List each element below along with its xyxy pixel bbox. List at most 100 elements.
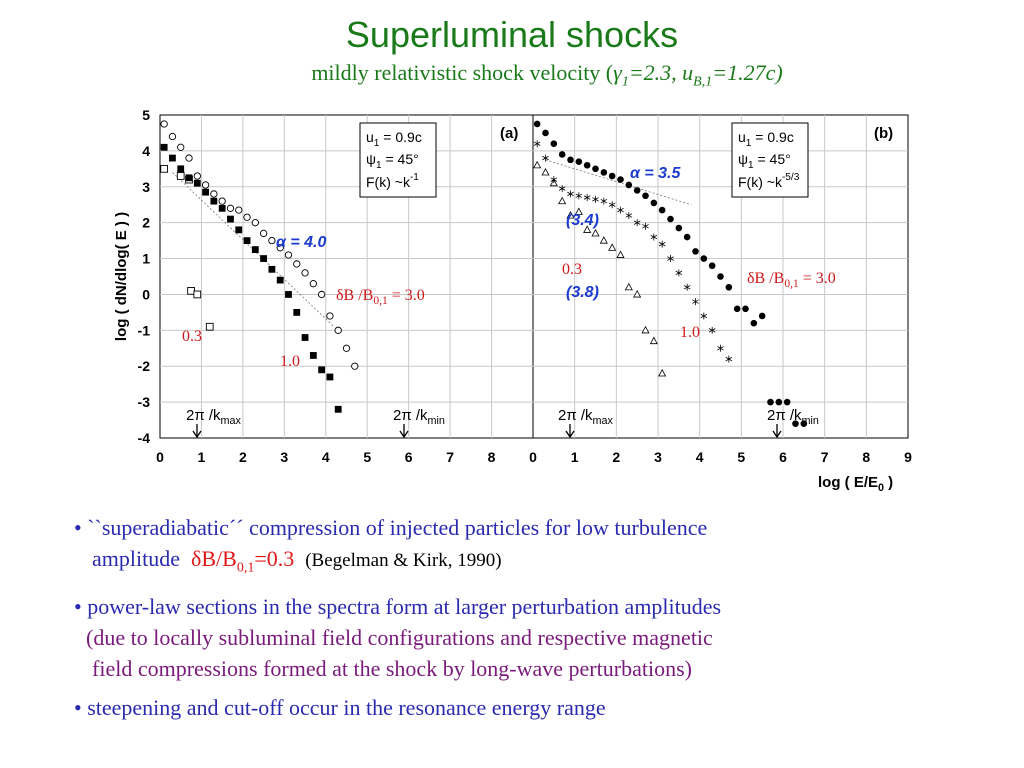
data-point-filled-circle	[550, 140, 558, 148]
slide-title: Superluminal shocks	[345, 14, 679, 55]
bullet-3: • steepening and cut-off occur in the re…	[74, 692, 974, 723]
x-tick-label: 6	[405, 449, 413, 465]
subtitle-u-sub: B,1	[693, 74, 713, 90]
data-point-open-circle	[201, 181, 210, 189]
data-point-asterisk-stroke	[725, 356, 733, 362]
bullet-3-line1: steepening and cut-off occur in the reso…	[87, 695, 606, 721]
x-tick-label: 3	[654, 449, 662, 465]
data-point-asterisk-stroke	[642, 224, 649, 229]
annot-db-main-b-part: = 3.0	[799, 270, 836, 287]
x-tick-label: 7	[821, 449, 829, 465]
data-point-filled-square	[185, 174, 193, 182]
legend-box-b-line1-part: u	[738, 129, 746, 145]
data-point-open-triangle	[566, 211, 575, 219]
annot-db-10-a: 1.0	[280, 353, 300, 370]
subtitle-post: =1.27c)	[712, 60, 783, 85]
data-point-open-circle	[284, 251, 293, 259]
data-point-filled-circle	[775, 398, 783, 406]
data-point-asterisk-stroke	[667, 256, 674, 261]
fit-line	[172, 172, 335, 328]
data-point-open-circle	[268, 236, 276, 245]
data-point-filled-circle	[758, 312, 766, 320]
data-point-filled-circle	[542, 129, 549, 137]
data-point-open-circle	[301, 269, 309, 277]
data-point-open-circle	[293, 260, 301, 268]
data-point-asterisk-stroke	[692, 299, 699, 304]
x-tick-label: 2	[612, 449, 620, 465]
data-point-filled-circle	[642, 192, 649, 200]
data-point-filled-circle	[633, 187, 641, 194]
x-tick-label: 4	[696, 449, 704, 465]
data-point-filled-square	[160, 143, 168, 151]
data-point-asterisk-stroke	[550, 177, 558, 182]
data-point-open-circle	[218, 197, 226, 205]
kmax-marker-a-part: max	[221, 415, 242, 427]
data-point-open-circle	[276, 244, 284, 252]
bullet-1-db: δB/B	[190, 546, 237, 571]
annot-db-main-a-part: = 3.0	[388, 287, 425, 304]
data-point-asterisk-stroke	[633, 220, 641, 225]
y-tick-label: 3	[142, 179, 150, 195]
data-point-filled-square	[301, 334, 309, 341]
data-point-asterisk-stroke	[567, 191, 574, 197]
bullet-1-ref: (Begelman & Kirk, 1990)	[305, 550, 502, 571]
data-point-filled-circle	[700, 255, 708, 262]
data-point-open-triangle	[558, 196, 567, 205]
data-point-filled-square	[177, 165, 185, 173]
data-point-asterisk	[550, 176, 558, 184]
bullet-2-line1: power-law sections in the spectra form a…	[87, 594, 722, 620]
subtitle-prefix: mildly relativistic shock velocity (	[311, 60, 614, 85]
data-point-open-triangle	[541, 167, 550, 176]
kmax-marker-a-arrow-head	[192, 430, 202, 439]
data-point-filled-square	[202, 188, 209, 196]
annot-db-03-b: 0.3	[562, 261, 582, 278]
data-point-filled-circle	[592, 165, 599, 173]
kmin-marker-a-part: 2π /k	[393, 407, 428, 424]
data-point-asterisk	[533, 140, 541, 148]
data-point-asterisk-stroke	[542, 155, 549, 161]
panel-label-b: (b)	[874, 125, 893, 142]
legend-box-a-line1-part: u	[366, 129, 374, 145]
data-point-open-circle	[351, 362, 359, 370]
data-point-filled-circle	[533, 120, 541, 128]
data-point-asterisk	[708, 326, 716, 334]
data-point-filled-square	[243, 237, 251, 245]
kmax-marker-b-arrow-head	[565, 430, 575, 439]
annot-alpha-a: α = 4.0	[276, 234, 327, 251]
data-point-open-square	[176, 172, 185, 180]
data-point-filled-circle	[733, 305, 741, 313]
legend-box-b-line2-part: ψ	[738, 151, 748, 167]
data-point-filled-square	[227, 215, 234, 223]
data-point-asterisk-stroke	[658, 242, 666, 247]
data-point-filled-circle	[667, 215, 674, 223]
data-point-filled-circle	[783, 398, 791, 406]
kmin-marker-a: 2π /kmin	[393, 407, 445, 427]
data-point-asterisk	[700, 312, 708, 320]
kmax-marker-b: 2π /kmax	[558, 407, 614, 427]
y-tick-label: 2	[142, 215, 150, 231]
data-point-filled-circle	[575, 158, 583, 165]
x-tick-label: 1	[571, 449, 579, 465]
data-point-asterisk	[692, 298, 699, 306]
legend-box-b-line3: F(k) ~k-5/3	[738, 172, 800, 190]
annot-alpha-b: α = 3.5	[630, 165, 682, 182]
legend-box-a-line3: F(k) ~k-1	[366, 172, 419, 190]
data-point-asterisk	[542, 154, 549, 162]
data-point-open-triangle	[608, 243, 617, 251]
data-point-filled-square	[326, 373, 334, 381]
data-point-asterisk	[642, 222, 649, 230]
kmin-marker-b-part: 2π /k	[767, 407, 802, 424]
annot-alpha-34-b: (3.4)	[566, 212, 599, 229]
data-point-filled-square	[260, 255, 268, 262]
data-point-asterisk-stroke	[608, 202, 616, 207]
data-point-asterisk-stroke	[583, 195, 591, 200]
data-point-filled-circle	[650, 199, 658, 207]
data-point-filled-circle	[558, 151, 566, 158]
legend-box-a-line3-part: k	[403, 174, 411, 190]
data-point-asterisk	[683, 283, 691, 291]
data-point-open-circle	[185, 154, 193, 162]
data-point-filled-circle	[692, 248, 699, 255]
bullet-1-mark: •	[74, 515, 82, 540]
data-point-open-triangle	[641, 325, 650, 334]
slide-subtitle: mildly relativistic shock velocity (γ1=2…	[0, 60, 1024, 90]
